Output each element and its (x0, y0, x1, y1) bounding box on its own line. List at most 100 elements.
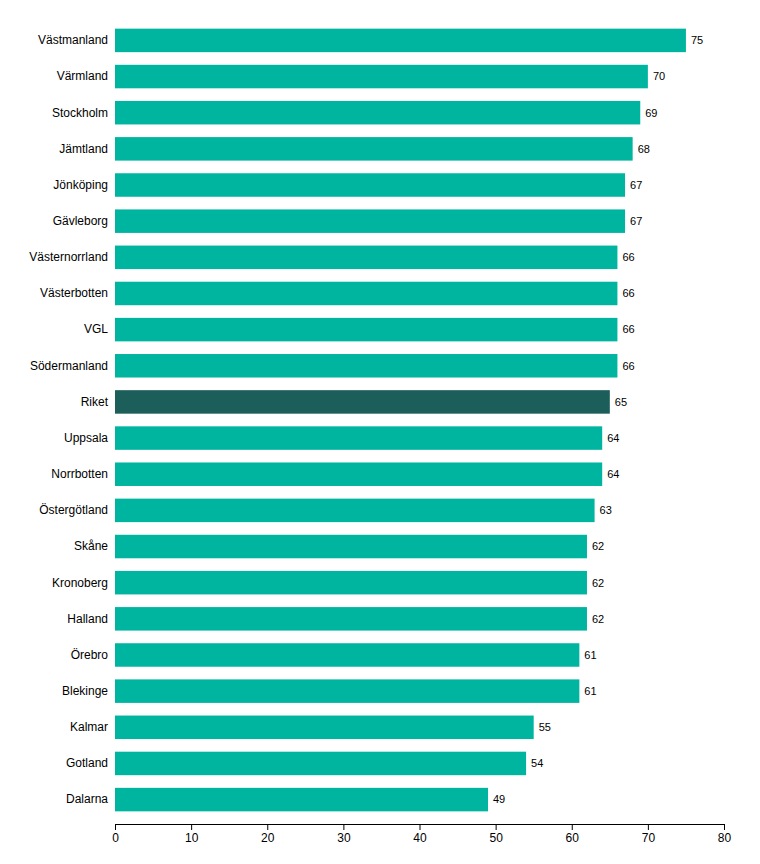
data-label: 64 (607, 468, 619, 480)
plot: 01020304050607080DalarnaGotlandKalmarBle… (29, 29, 731, 845)
y-tick: Jönköping (53, 178, 108, 192)
bar (115, 499, 595, 522)
x-tick-mark (115, 824, 116, 830)
bar (115, 29, 686, 52)
data-label: 62 (592, 577, 604, 589)
y-tick-label: Jämtland (59, 142, 108, 156)
y-tick: Uppsala (64, 431, 108, 445)
x-tick-label: 40 (413, 831, 427, 845)
x-tick: 20 (261, 824, 275, 845)
data-label: 67 (630, 215, 642, 227)
data-label: 49 (493, 793, 505, 805)
bar (115, 716, 534, 739)
data-label: 63 (600, 504, 612, 516)
data-label: 69 (645, 107, 657, 119)
y-tick-label: VGL (84, 322, 108, 336)
y-tick: VGL (84, 322, 108, 336)
y-tick-label: Värmland (57, 69, 108, 83)
data-labels: 4954556161626262636464656666666667676869… (493, 34, 703, 805)
x-tick: 0 (112, 824, 119, 845)
data-label: 70 (653, 70, 665, 82)
y-tick: Västerbotten (40, 286, 108, 300)
chart: 01020304050607080DalarnaGotlandKalmarBle… (0, 0, 760, 864)
x-tick-mark (420, 824, 421, 830)
y-tick: Östergötland (39, 503, 108, 517)
bar (115, 535, 587, 558)
x-tick-label: 50 (489, 831, 503, 845)
x-tick-label: 70 (642, 831, 656, 845)
x-axis: 01020304050607080 (112, 824, 731, 845)
x-tick: 50 (489, 824, 503, 845)
bar (115, 390, 610, 413)
x-tick: 70 (642, 824, 656, 845)
data-label: 75 (691, 34, 703, 46)
x-tick: 10 (185, 824, 199, 845)
bar (115, 607, 587, 630)
bar (115, 101, 640, 124)
data-label: 61 (584, 649, 596, 661)
data-label: 67 (630, 179, 642, 191)
x-tick-label: 20 (261, 831, 275, 845)
y-tick: Halland (67, 612, 108, 626)
y-tick: Gotland (66, 756, 108, 770)
y-tick-label: Halland (67, 612, 108, 626)
x-tick: 40 (413, 824, 427, 845)
y-tick-label: Västmanland (38, 33, 108, 47)
y-tick-label: Gotland (66, 756, 108, 770)
y-tick-label: Riket (81, 395, 109, 409)
y-tick: Kalmar (70, 720, 108, 734)
y-tick-label: Södermanland (30, 359, 108, 373)
y-tick: Norrbotten (51, 467, 108, 481)
y-tick: Skåne (74, 539, 108, 553)
x-tick-mark (496, 824, 497, 830)
y-tick-label: Jönköping (53, 178, 108, 192)
y-tick: Dalarna (66, 792, 108, 806)
y-tick-label: Stockholm (52, 106, 108, 120)
x-tick-mark (648, 824, 649, 830)
y-tick-label: Dalarna (66, 792, 108, 806)
bar (115, 571, 587, 594)
x-tick-mark (572, 824, 573, 830)
data-label: 66 (622, 323, 634, 335)
bar (115, 282, 617, 305)
y-tick-label: Kalmar (70, 720, 108, 734)
data-label: 66 (622, 360, 634, 372)
y-tick: Värmland (57, 69, 108, 83)
y-tick: Örebro (71, 648, 109, 662)
data-label: 65 (615, 396, 627, 408)
bar (115, 752, 526, 775)
x-tick-label: 10 (185, 831, 199, 845)
bar (115, 209, 625, 232)
bar (115, 173, 625, 196)
y-tick-label: Uppsala (64, 431, 108, 445)
data-label: 68 (638, 143, 650, 155)
bar (115, 137, 633, 160)
bar (115, 462, 602, 485)
bar (115, 426, 602, 449)
y-tick: Västernorrland (29, 250, 108, 264)
x-tick-label: 80 (718, 831, 732, 845)
y-tick: Västmanland (38, 33, 108, 47)
x-tick-label: 30 (337, 831, 351, 845)
data-label: 62 (592, 540, 604, 552)
data-label: 62 (592, 613, 604, 625)
y-tick: Blekinge (62, 684, 108, 698)
y-tick-label: Gävleborg (53, 214, 108, 228)
bar (115, 643, 579, 666)
x-tick-mark (191, 824, 192, 830)
bar (115, 318, 617, 341)
x-tick: 30 (337, 824, 351, 845)
y-axis: Dalarna Gotland Kalmar Blekinge Örebro Hallan… (29, 33, 108, 806)
y-tick-label: Skåne (74, 539, 108, 553)
x-tick-mark (343, 824, 344, 830)
bar (115, 679, 579, 702)
y-tick-label: Västernorrland (29, 250, 108, 264)
y-tick: Stockholm (52, 106, 108, 120)
y-tick: Södermanland (30, 359, 108, 373)
data-label: 54 (531, 757, 543, 769)
data-label: 61 (584, 685, 596, 697)
x-tick-mark (267, 824, 268, 830)
bar (115, 246, 617, 269)
x-tick-label: 0 (112, 831, 119, 845)
y-tick-label: Västerbotten (40, 286, 108, 300)
